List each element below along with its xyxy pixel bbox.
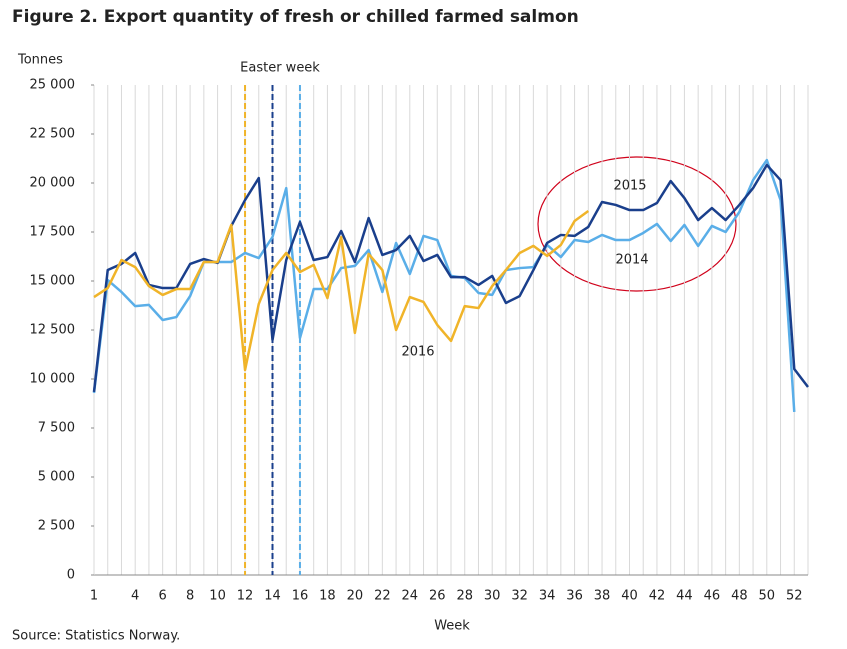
x-tick-label: 44 (676, 589, 693, 604)
x-tick-label: 52 (786, 589, 803, 604)
x-tick-label: 50 (759, 589, 776, 604)
annotation: Easter week (240, 61, 320, 76)
x-tick-label: 48 (731, 589, 748, 604)
series-label: 2014 (615, 253, 648, 268)
y-tick-label: 0 (67, 568, 75, 583)
series-line (93, 210, 590, 372)
y-tick-label: 7 500 (38, 421, 75, 436)
x-tick-label: 12 (237, 589, 254, 604)
y-tick-label: 25 000 (30, 78, 76, 93)
x-tick-label: 46 (704, 589, 721, 604)
x-tick-label: 22 (374, 589, 391, 604)
x-axis-label: Week (434, 619, 470, 634)
x-tick-label: 20 (347, 589, 364, 604)
x-tick-label: 32 (511, 589, 528, 604)
x-tick-label: 18 (319, 589, 336, 604)
x-tick-label: 24 (402, 589, 419, 604)
x-tick-label: 10 (209, 589, 226, 604)
y-tick-label: 20 000 (30, 176, 76, 191)
x-tick-label: 8 (186, 589, 194, 604)
y-tick-label: 10 000 (30, 372, 76, 387)
x-tick-label: 4 (131, 589, 139, 604)
x-tick-label: 28 (456, 589, 473, 604)
y-tick-label: 15 000 (30, 274, 76, 289)
y-tick-label: 12 500 (30, 323, 76, 338)
x-tick-label: 30 (484, 589, 501, 604)
chart-title: Figure 2. Export quantity of fresh or ch… (12, 7, 579, 27)
y-tick-label: 17 500 (30, 225, 76, 240)
x-tick-label: 6 (159, 589, 167, 604)
series-label: 2015 (613, 179, 646, 194)
x-tick-label: 14 (264, 589, 281, 604)
x-tick-label: 40 (621, 589, 638, 604)
y-tick-label: 22 500 (30, 127, 76, 142)
y-tick-label: 5 000 (38, 470, 75, 485)
y-tick-label: 2 500 (38, 519, 75, 534)
x-tick-label: 34 (539, 589, 556, 604)
highlight-circle (537, 156, 737, 292)
source: Source: Statistics Norway. (12, 629, 180, 644)
series-line (92, 158, 796, 413)
x-tick-label: 26 (429, 589, 446, 604)
x-tick-label: 42 (649, 589, 666, 604)
x-tick-label: 16 (292, 589, 309, 604)
x-tick-label: 36 (566, 589, 583, 604)
y-axis-label: Tonnes (17, 53, 63, 68)
x-tick-label: 1 (90, 589, 98, 604)
series-label: 2016 (401, 345, 434, 360)
x-tick-label: 38 (594, 589, 611, 604)
